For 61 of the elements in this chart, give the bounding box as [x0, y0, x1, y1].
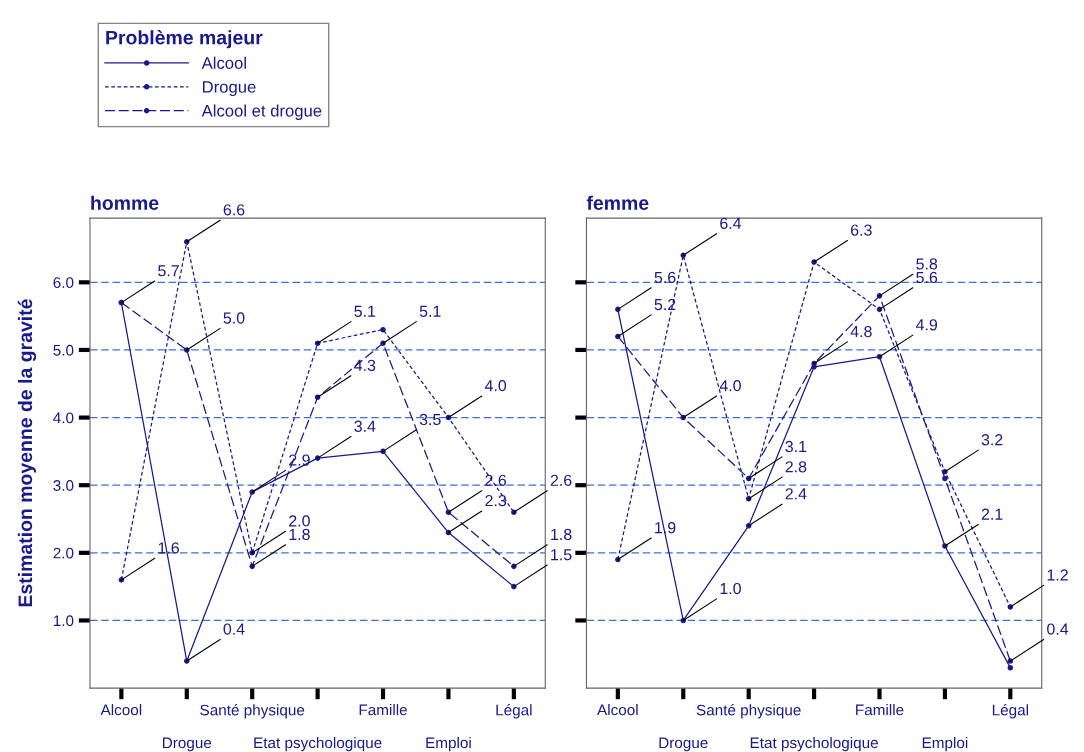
legend-label: Drogue	[203, 81, 256, 97]
data-label: 2.3	[485, 494, 507, 507]
data-label: 1.5	[551, 549, 572, 561]
x-tick-label: Légal	[496, 704, 532, 719]
chart-title: homme	[91, 195, 159, 210]
data-label: 1.2	[1047, 569, 1068, 581]
data-label: 3.1	[785, 440, 807, 453]
data-label: 5.6	[654, 271, 676, 284]
y-tick-label: 4.0	[53, 412, 74, 424]
data-label: 4.8	[850, 325, 872, 338]
data-label: 4.3	[354, 359, 376, 372]
x-tick-label: Drogue	[659, 737, 708, 752]
y-axis-title: Estimation moyenne de la gravité	[17, 299, 37, 607]
x-tick-label: Famille	[359, 704, 407, 716]
x-tick-label: Santé physique	[200, 704, 305, 719]
data-label: 2.4	[785, 488, 807, 500]
y-tick-label: 1.0	[53, 615, 74, 627]
x-tick-label: Emploi	[426, 736, 471, 752]
data-label: 1.8	[289, 528, 310, 541]
y-tick-label: 5.0	[53, 344, 74, 356]
data-label: 5.2	[654, 298, 676, 311]
data-label: 6.3	[851, 224, 872, 236]
legend-label: Alcool	[201, 56, 246, 69]
data-label: 5.8	[916, 258, 938, 270]
x-tick-label: Emploi	[922, 736, 968, 752]
chart-title: femme	[586, 195, 649, 210]
legend-title: Problème majeur	[106, 30, 263, 49]
data-label: 3.2	[981, 434, 1003, 446]
data-label: 5.1	[354, 305, 376, 317]
data-label: 4.0	[719, 380, 741, 392]
data-label: 0.4	[1047, 623, 1069, 635]
data-label: 4.9	[915, 319, 938, 331]
x-tick-label: Santé physique	[696, 704, 801, 719]
data-label: 2.6	[550, 474, 572, 486]
data-label: 6.6	[223, 204, 245, 216]
data-label: 5.6	[916, 271, 938, 284]
data-label: 6.4	[720, 217, 742, 230]
x-tick-label: Etat psychologique	[750, 736, 878, 752]
x-tick-label: Légal	[992, 704, 1028, 719]
data-label: 2.9	[289, 454, 310, 466]
data-label: 1.0	[720, 582, 741, 595]
y-tick-label: 3.0	[53, 480, 74, 491]
data-label: 1.8	[551, 528, 572, 541]
data-label: 2.6	[485, 474, 507, 486]
data-label: 2.1	[981, 508, 1003, 520]
data-label: 0.4	[223, 623, 245, 635]
y-tick-label: 6.0	[53, 277, 74, 289]
x-tick-label: Alcool	[597, 704, 638, 716]
x-tick-label: Famille	[856, 704, 904, 716]
x-tick-label: Etat psychologique	[254, 736, 382, 752]
data-label: 2.8	[785, 461, 807, 473]
data-label: 4.0	[484, 380, 507, 392]
data-label: 3.4	[354, 420, 376, 432]
x-tick-label: Drogue	[162, 737, 212, 752]
y-tick-label: 2.0	[53, 547, 74, 559]
x-tick-label: Alcool	[100, 704, 142, 716]
data-label: 5.7	[158, 265, 179, 277]
data-label: 5.1	[419, 305, 441, 317]
data-label: 5.0	[223, 312, 245, 324]
legend-label: Alcool et drogue	[201, 104, 322, 120]
data-label: 2.0	[289, 515, 310, 527]
